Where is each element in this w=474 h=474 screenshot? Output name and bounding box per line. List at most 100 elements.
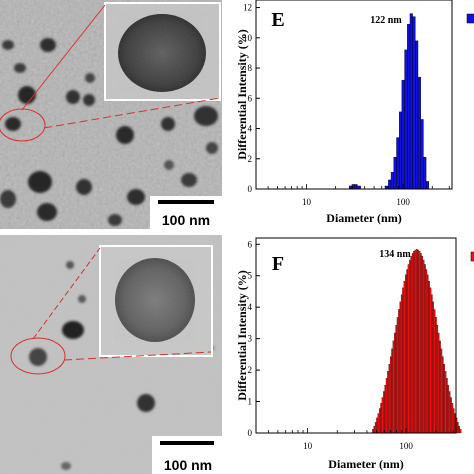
bar [436, 324, 439, 434]
bar [372, 429, 374, 434]
bar [388, 179, 392, 190]
y-tick-label: 2 [248, 154, 253, 164]
bar [435, 317, 437, 434]
panel-letter: E [271, 9, 284, 31]
bar [444, 371, 447, 434]
bar [429, 287, 432, 434]
bar [407, 264, 410, 434]
bar [396, 137, 400, 190]
bar [452, 408, 455, 434]
bar [398, 309, 400, 434]
bar [406, 269, 408, 434]
y-tick-label: 4 [248, 124, 253, 134]
bar [398, 111, 402, 190]
bar [439, 340, 441, 434]
scale-bar-label-bottom: 100 nm [164, 457, 212, 473]
bar [420, 253, 422, 434]
bar [415, 40, 419, 190]
bar [389, 356, 392, 434]
bar [440, 348, 443, 434]
x-tick-label: 100 [396, 197, 410, 207]
bar [447, 385, 450, 434]
bar [404, 49, 408, 190]
bar [426, 274, 429, 434]
bar [402, 287, 404, 434]
y-tick-label: 12 [243, 3, 252, 13]
tem-image-top: 100 nm [0, 0, 222, 229]
bar [383, 391, 385, 434]
y-tick-label: 5 [248, 271, 253, 281]
bars [372, 249, 462, 434]
bar [409, 259, 411, 434]
bar [448, 391, 451, 434]
bar [385, 378, 388, 434]
bar [433, 309, 436, 434]
bar [411, 253, 414, 434]
bar [432, 301, 434, 434]
tem-image-bottom: 100 nm [0, 235, 222, 474]
bar [414, 249, 417, 434]
bar [391, 348, 393, 434]
y-axis-label: Differential Intensity (%) [235, 270, 249, 400]
chart-e: 0 2 4 6 8 10 12 10 100 Diameter (nm) Differential … [235, 0, 474, 225]
y-tick-label: 6 [248, 93, 253, 103]
bar [405, 274, 407, 434]
legend-swatch [470, 251, 474, 262]
y-tick-label: 0 [248, 428, 253, 438]
x-tick-label: 10 [302, 197, 312, 207]
bar [458, 425, 460, 434]
y-tick-label: 3 [248, 334, 253, 344]
bar [450, 397, 452, 434]
bar [421, 256, 424, 434]
bar [425, 269, 428, 434]
y-tick-label: 10 [243, 33, 253, 43]
bar [422, 259, 425, 434]
bar [431, 294, 433, 434]
scale-bar-bottom: 100 nm [152, 436, 222, 474]
bar [420, 119, 424, 190]
zoom-marker-top [0, 4, 221, 142]
bar [384, 385, 387, 434]
plot-frame [255, 237, 457, 434]
peak-annotation: 134 nm [379, 249, 411, 260]
x-tick-label: 10 [303, 441, 313, 451]
bar [417, 76, 421, 190]
bar [393, 157, 397, 190]
chart-f: 0 1 2 3 4 5 6 10 100 Diameter (nm) Differential In… [235, 237, 474, 471]
bar [392, 340, 395, 434]
x-tick-label: 100 [399, 441, 413, 451]
bars [348, 13, 430, 190]
y-tick-label: 4 [248, 302, 253, 312]
nanoparticles-bottom [29, 261, 214, 470]
bar [413, 251, 415, 434]
bar [409, 13, 413, 190]
x-axis-label: Diameter (nm) [328, 457, 403, 471]
bar [428, 280, 430, 434]
bar [407, 23, 411, 190]
bar [415, 249, 418, 434]
y-tick-label: 0 [248, 184, 253, 194]
tem-inset-bottom [99, 245, 213, 357]
bar [387, 371, 389, 434]
bar [400, 294, 403, 434]
bar [442, 356, 444, 434]
bar [399, 301, 402, 434]
nanoparticles-top [0, 38, 218, 226]
bar [457, 422, 459, 434]
bar [417, 249, 419, 434]
x-axis-label: Diameter (nm) [326, 211, 401, 225]
panel-letter: F [272, 253, 284, 275]
bar [437, 332, 440, 434]
bar [381, 397, 384, 434]
bar [390, 172, 394, 190]
zoom-marker-bottom [10, 247, 212, 375]
y-tick-label: 8 [248, 63, 253, 73]
peak-annotation: 122 nm [370, 15, 402, 26]
plot-frame [255, 0, 453, 190]
bar [459, 429, 462, 434]
bar [388, 363, 391, 434]
scale-bar-label-top: 100 nm [162, 212, 210, 228]
bar [418, 251, 421, 434]
bar [451, 402, 454, 434]
